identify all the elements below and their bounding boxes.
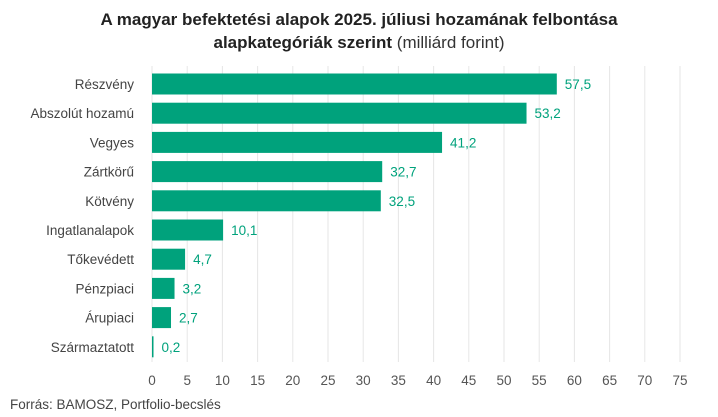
value-label: 53,2 (535, 106, 561, 121)
bar (152, 131, 443, 153)
x-tick-label: 10 (215, 373, 230, 388)
bar (152, 307, 172, 329)
bars (152, 73, 557, 358)
bar (152, 190, 381, 212)
x-tick-label: 25 (320, 373, 335, 388)
category-label: Pénzpiaci (75, 281, 134, 296)
source-note: Forrás: BAMOSZ, Portfolio-becslés (10, 397, 221, 412)
x-tick-label: 5 (183, 373, 191, 388)
title-line-2: alapkategóriák szerint (milliárd forint) (0, 31, 718, 54)
category-label: Ingatlanalapok (46, 223, 134, 238)
title-line-2-bold: alapkategóriák szerint (213, 33, 393, 52)
value-label: 41,2 (450, 135, 476, 150)
category-label: Tőkevédett (67, 252, 134, 267)
value-label: 32,5 (389, 194, 415, 209)
value-label: 0,2 (162, 340, 181, 355)
value-label: 32,7 (390, 165, 416, 180)
x-tick-label: 0 (148, 373, 156, 388)
x-tick-label: 65 (602, 373, 617, 388)
x-tick-label: 55 (532, 373, 547, 388)
category-label: Kötvény (85, 194, 134, 209)
category-label: Részvény (75, 77, 135, 92)
value-label: 3,2 (183, 281, 202, 296)
title-line-2-unit: (milliárd forint) (392, 33, 505, 52)
bar (152, 102, 527, 124)
x-tick-label: 45 (461, 373, 476, 388)
value-label: 2,7 (179, 311, 198, 326)
value-label: 57,5 (565, 77, 591, 92)
x-tick-label: 60 (567, 373, 582, 388)
bar (152, 219, 224, 241)
x-tick-label: 15 (250, 373, 265, 388)
category-label: Zártkörű (84, 165, 134, 180)
labels: Részvény 57,5 Abszolút hozamú 53,2 Vegyes 41,… (30, 77, 591, 355)
bar (152, 73, 557, 95)
value-label: 10,1 (231, 223, 257, 238)
category-label: Árupiaci (85, 311, 134, 326)
x-tick-label: 30 (356, 373, 371, 388)
x-tick-label: 50 (496, 373, 511, 388)
bar (152, 336, 154, 358)
category-label: Vegyes (90, 135, 135, 150)
x-tick-label: 70 (637, 373, 652, 388)
bar (152, 277, 175, 299)
x-tick-label: 35 (391, 373, 406, 388)
x-tick-label: 20 (285, 373, 300, 388)
value-label: 4,7 (193, 252, 212, 267)
x-tick-label: 75 (672, 373, 687, 388)
category-label: Abszolút hozamú (30, 106, 134, 121)
x-axis-ticks: 0 5 10 15 20 25 30 35 40 45 50 55 60 65 70 75 (148, 373, 687, 388)
chart-title: A magyar befektetési alapok 2025. július… (0, 8, 718, 54)
bar (152, 161, 383, 183)
x-tick-label: 40 (426, 373, 441, 388)
title-line-1: A magyar befektetési alapok 2025. július… (100, 10, 618, 29)
bar (152, 248, 186, 270)
category-label: Származtatott (51, 340, 135, 355)
